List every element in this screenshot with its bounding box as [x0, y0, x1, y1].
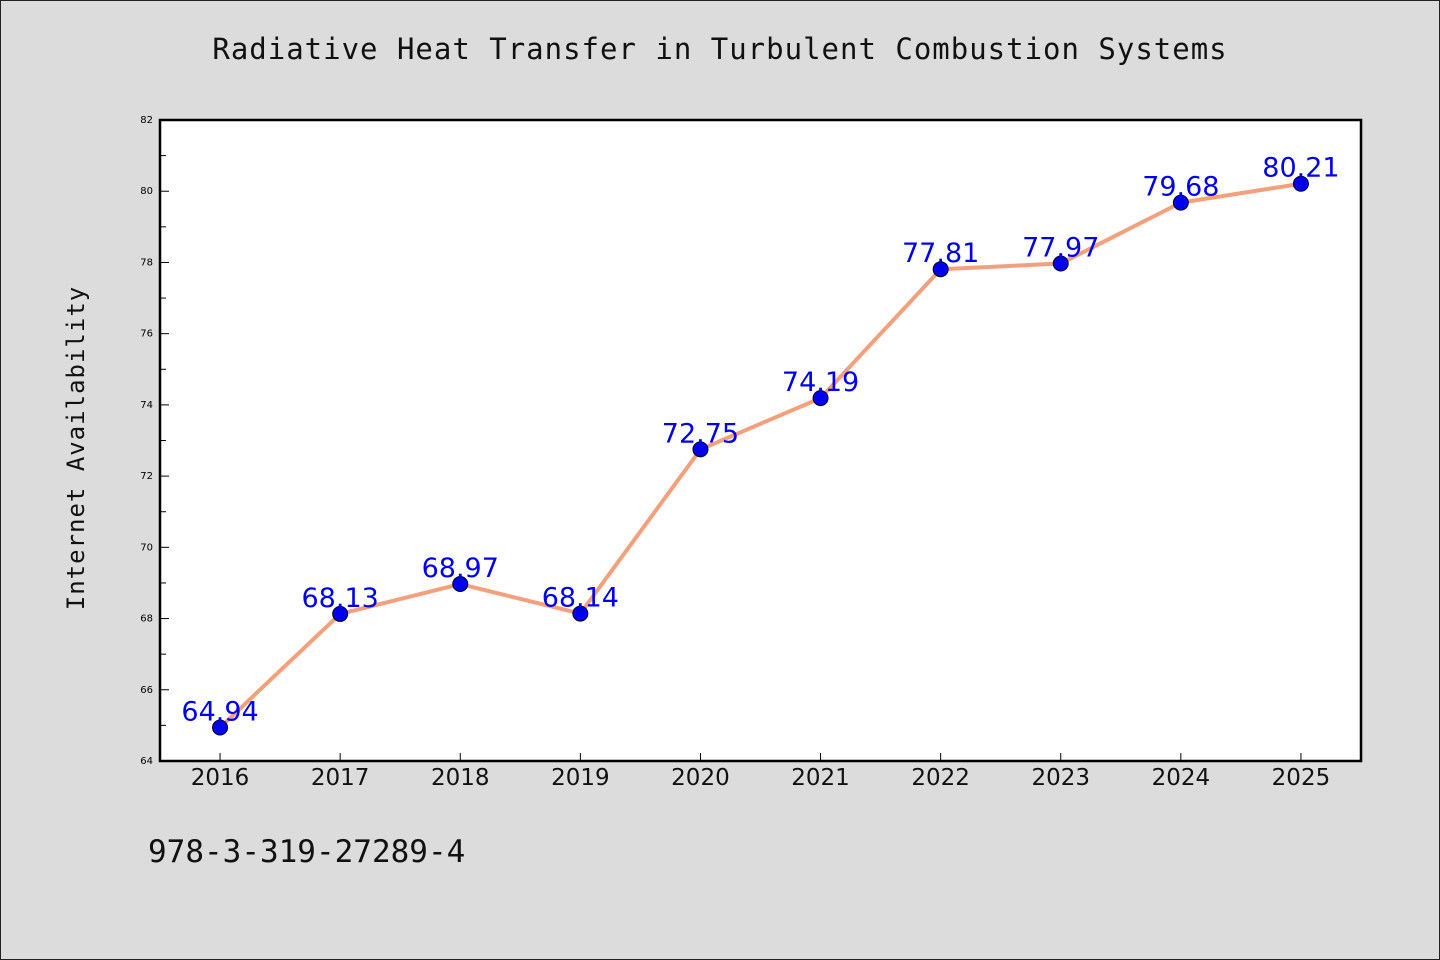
x-tick-label: 2022 — [911, 765, 970, 791]
series-line — [218, 181, 1303, 730]
data-label: 74.19 — [782, 367, 859, 398]
data-point — [1292, 175, 1309, 192]
isbn-text: 978-3-319-27289-4 — [148, 834, 466, 870]
data-point — [812, 390, 829, 407]
y-tick-label: 64 — [140, 756, 153, 767]
y-tick-label: 68 — [140, 614, 153, 625]
data-label: 77.81 — [902, 238, 979, 269]
x-tick-label: 2023 — [1031, 765, 1090, 791]
data-label: 68.97 — [422, 553, 499, 584]
y-tick-label: 82 — [140, 115, 153, 126]
data-label: 68.14 — [542, 583, 619, 614]
x-tick-label: 2018 — [431, 765, 490, 791]
plot-area — [160, 120, 1361, 761]
data-point — [1172, 194, 1189, 211]
data-label: 68.13 — [302, 583, 379, 614]
data-point — [932, 261, 949, 278]
y-tick-label: 78 — [140, 257, 153, 268]
x-tick-label: 2024 — [1152, 765, 1211, 791]
data-label: 72.75 — [662, 418, 739, 449]
plot-frame — [158, 118, 1363, 763]
y-tick-label: 72 — [140, 471, 153, 482]
y-tick-label: 80 — [140, 186, 153, 197]
x-tick-label: 2016 — [191, 765, 250, 791]
data-point — [1052, 255, 1069, 272]
data-label: 79.68 — [1142, 172, 1219, 203]
y-tick-label: 70 — [140, 542, 153, 553]
chart-title: Radiative Heat Transfer in Turbulent Com… — [212, 32, 1228, 66]
data-point — [572, 605, 589, 622]
data-label: 80.21 — [1262, 153, 1339, 184]
x-tick-label: 2021 — [791, 765, 850, 791]
x-tick-label: 2020 — [671, 765, 730, 791]
x-tick-label: 2019 — [551, 765, 610, 791]
x-tick-label: 2017 — [311, 765, 370, 791]
data-point — [332, 605, 349, 622]
y-tick-label: 66 — [140, 685, 153, 696]
data-point — [212, 719, 229, 736]
data-label: 64.94 — [181, 697, 258, 728]
y-tick-label: 76 — [140, 329, 153, 340]
y-tick-label: 74 — [140, 400, 153, 411]
data-point — [692, 441, 709, 458]
x-tick-label: 2025 — [1272, 765, 1331, 791]
data-label: 77.97 — [1022, 233, 1099, 264]
data-point — [452, 576, 469, 593]
